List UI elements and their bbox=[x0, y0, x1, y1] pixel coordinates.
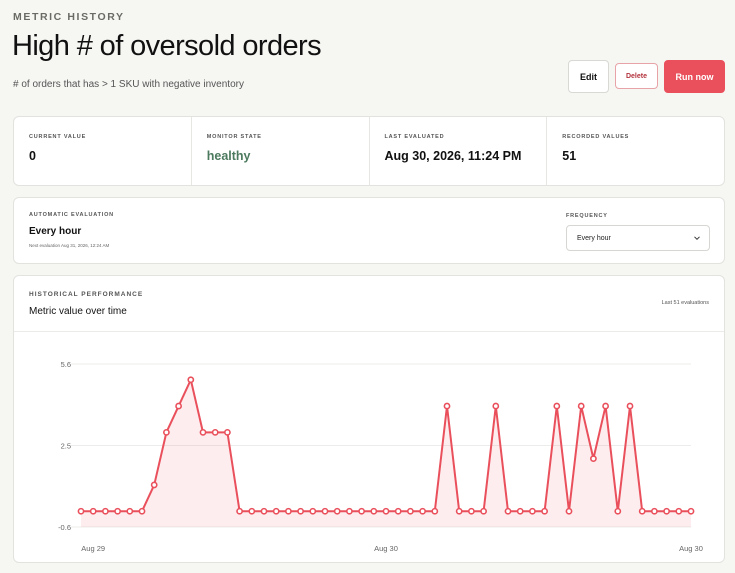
x-tick-label: Aug 30 bbox=[374, 544, 398, 553]
data-point bbox=[333, 507, 341, 515]
stat-label: MONITOR STATE bbox=[206, 134, 262, 140]
data-point bbox=[248, 507, 256, 515]
data-point bbox=[553, 402, 561, 410]
data-point bbox=[626, 402, 634, 410]
data-point bbox=[77, 507, 85, 515]
x-tick-label: Aug 29 bbox=[81, 544, 105, 553]
stat-last-evaluated: LAST EVALUATED Aug 30, 2026, 11:24 PM bbox=[370, 117, 548, 185]
data-point bbox=[675, 507, 683, 515]
status-badge: healthy bbox=[206, 149, 251, 163]
series-area bbox=[81, 379, 691, 527]
data-point bbox=[467, 507, 475, 515]
x-tick-label: Aug 30 bbox=[679, 544, 703, 553]
data-point bbox=[102, 507, 109, 515]
data-point bbox=[638, 507, 646, 515]
data-point bbox=[211, 428, 219, 436]
data-point bbox=[577, 402, 585, 410]
y-tick-label: 2.5 bbox=[61, 442, 71, 451]
data-point bbox=[138, 507, 146, 515]
data-point bbox=[370, 507, 378, 515]
data-point bbox=[126, 507, 134, 515]
data-point bbox=[175, 402, 182, 410]
data-point bbox=[297, 507, 304, 515]
chevron-down-icon bbox=[694, 236, 700, 241]
data-point bbox=[150, 481, 158, 489]
next-evaluation-text: Next evaluation Aug 31, 2026, 12:24 AM bbox=[29, 243, 110, 248]
page-title: High # of oversold orders bbox=[12, 30, 322, 62]
data-point bbox=[345, 507, 353, 515]
page-eyebrow: METRIC HISTORY bbox=[13, 11, 125, 23]
history-title: Metric value over time bbox=[29, 306, 127, 317]
frequency-select[interactable]: Every hour bbox=[566, 225, 710, 251]
history-card: HISTORICAL PERFORMANCE Metric value over… bbox=[13, 275, 725, 563]
stat-value: Aug 30, 2026, 11:24 PM bbox=[384, 149, 522, 163]
y-tick-label: -0.6 bbox=[58, 523, 71, 532]
run-now-button[interactable]: Run now bbox=[664, 60, 725, 93]
frequency-selected-value: Every hour bbox=[577, 234, 611, 242]
data-point bbox=[455, 507, 463, 515]
stat-monitor-state: MONITOR STATE healthy bbox=[192, 117, 370, 185]
data-point bbox=[516, 507, 524, 515]
data-point bbox=[89, 507, 97, 515]
data-point bbox=[114, 507, 121, 515]
stat-value: 51 bbox=[562, 149, 577, 163]
data-point bbox=[272, 507, 280, 515]
delete-button[interactable]: Delete bbox=[615, 63, 658, 89]
frequency-label: FREQUENCY bbox=[566, 213, 608, 219]
evaluation-value: Every hour bbox=[29, 226, 82, 237]
evaluation-count: Last 51 evaluations bbox=[661, 300, 709, 306]
data-point bbox=[431, 507, 439, 515]
data-point bbox=[358, 507, 365, 515]
data-point bbox=[504, 507, 512, 515]
stat-label: LAST EVALUATED bbox=[384, 134, 445, 140]
data-point bbox=[223, 428, 231, 436]
data-point bbox=[406, 507, 414, 515]
data-point bbox=[602, 402, 609, 410]
stat-recorded-values: RECORDED VALUES 51 bbox=[547, 117, 724, 185]
data-point bbox=[480, 507, 487, 515]
data-point bbox=[419, 507, 426, 515]
data-point bbox=[162, 428, 170, 436]
data-point bbox=[443, 402, 451, 410]
stat-label: CURRENT VALUE bbox=[29, 134, 87, 140]
data-point bbox=[284, 507, 292, 515]
data-point bbox=[382, 507, 390, 515]
data-point bbox=[614, 507, 622, 515]
history-label: HISTORICAL PERFORMANCE bbox=[29, 291, 144, 298]
data-point bbox=[687, 507, 695, 515]
data-point bbox=[260, 507, 268, 515]
stats-card: CURRENT VALUE 0 MONITOR STATE healthy LA… bbox=[13, 116, 725, 186]
stat-value: 0 bbox=[29, 149, 36, 163]
page-subtitle: # of orders that has > 1 SKU with negati… bbox=[13, 79, 244, 90]
data-point bbox=[492, 402, 500, 410]
data-point bbox=[590, 455, 597, 463]
data-point bbox=[541, 507, 548, 515]
y-tick-label: 5.6 bbox=[61, 360, 71, 369]
data-point bbox=[321, 507, 329, 515]
data-point bbox=[236, 507, 243, 515]
data-point bbox=[529, 507, 536, 515]
data-point bbox=[663, 507, 670, 515]
evaluation-label: AUTOMATIC EVALUATION bbox=[29, 212, 114, 218]
data-point bbox=[187, 376, 195, 384]
data-point bbox=[199, 428, 207, 436]
data-point bbox=[651, 507, 658, 515]
data-point bbox=[565, 507, 573, 515]
stat-label: RECORDED VALUES bbox=[562, 134, 630, 140]
evaluation-card: AUTOMATIC EVALUATION Every hour Next eva… bbox=[13, 197, 725, 264]
stat-current-value: CURRENT VALUE 0 bbox=[14, 117, 192, 185]
divider bbox=[14, 331, 724, 332]
edit-button[interactable]: Edit bbox=[568, 60, 609, 93]
data-point bbox=[394, 507, 402, 515]
metric-line-chart: 5.6 2.5 -0.6 Aug 29 Aug 30 Aug 30 bbox=[58, 360, 703, 553]
data-point bbox=[309, 507, 317, 515]
